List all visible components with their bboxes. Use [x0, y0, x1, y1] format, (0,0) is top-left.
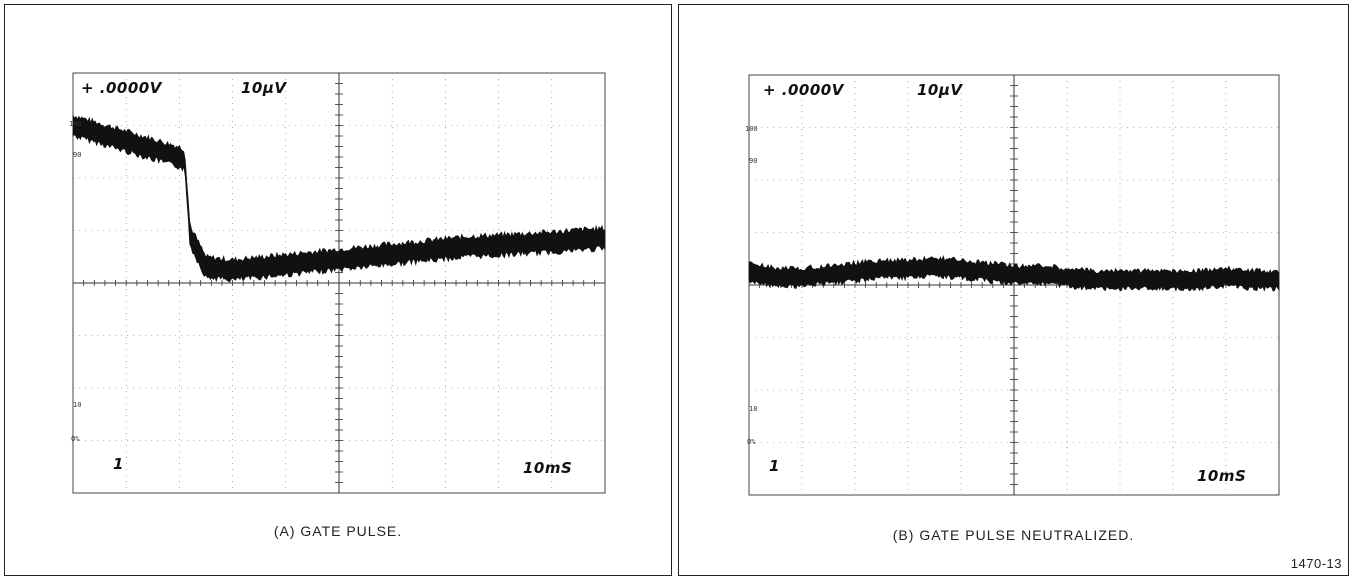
- percent-mark-100-b: 100: [745, 125, 758, 133]
- time-scale-readout-b: 10mS: [1197, 467, 1247, 485]
- panel-b: + .0000V 10µV 1 10mS 100 90 10 0% (B) GA…: [678, 4, 1349, 576]
- percent-mark-10-a: 10: [73, 401, 82, 409]
- percent-mark-90-b: 90: [749, 157, 758, 165]
- scope-plot-b: [748, 74, 1280, 496]
- scope-plot-a: [72, 72, 606, 494]
- channel-readout-b: 1: [769, 457, 780, 475]
- figure-id: 1470-13: [1290, 556, 1342, 571]
- offset-readout-a: + .0000V: [81, 79, 162, 97]
- percent-mark-0-b: 0%: [747, 438, 756, 446]
- percent-mark-100-a: 100: [69, 120, 82, 128]
- time-scale-readout-a: 10mS: [523, 459, 573, 477]
- channel-readout-a: 1: [113, 455, 124, 473]
- caption-a: (A) GATE PULSE.: [273, 523, 403, 539]
- trace-band: [748, 255, 1280, 292]
- caption-b: (B) GATE PULSE NEUTRALIZED.: [892, 527, 1135, 543]
- scope-screen-b: + .0000V 10µV 1 10mS: [748, 74, 1280, 496]
- trace-band: [72, 114, 606, 283]
- offset-readout-b: + .0000V: [763, 81, 844, 99]
- vertical-scale-readout-b: 10µV: [917, 81, 963, 99]
- percent-mark-90-a: 90: [73, 151, 82, 159]
- percent-mark-10-b: 10: [749, 405, 758, 413]
- vertical-scale-readout-a: 10µV: [241, 79, 287, 97]
- panel-a: + .0000V 10µV 1 10mS 100 90 10 0% (A) GA…: [4, 4, 672, 576]
- percent-mark-0-a: 0%: [71, 435, 80, 443]
- scope-screen-a: + .0000V 10µV 1 10mS: [72, 72, 606, 494]
